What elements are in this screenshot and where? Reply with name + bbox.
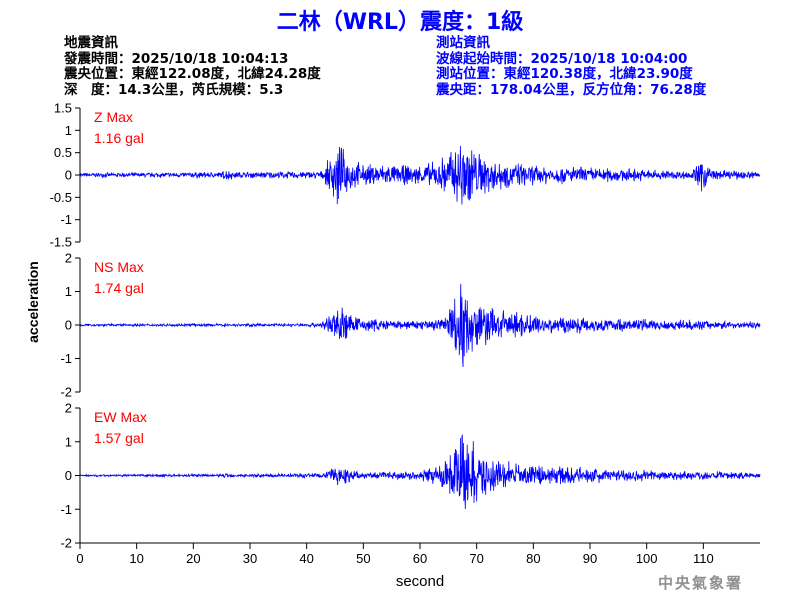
- x-tick-label: 110: [693, 551, 714, 566]
- y-tick-label-ew: 2: [65, 401, 72, 416]
- x-tick-label: 40: [299, 551, 313, 566]
- y-tick-label-ew: -2: [60, 536, 72, 551]
- station-location: 測站位置：東經120.38度，北緯23.90度: [436, 66, 693, 82]
- y-tick-label-z: 1.5: [54, 101, 72, 116]
- y-tick-label-z: 1: [65, 123, 72, 138]
- x-tick-label: 10: [129, 551, 143, 566]
- x-tick-label: 60: [413, 551, 427, 566]
- y-tick-label-z: -1: [60, 212, 72, 227]
- x-tick-label: 30: [243, 551, 257, 566]
- station-info-heading: 測站資訊: [436, 35, 490, 51]
- peak-value-ns: 1.74 gal: [94, 280, 144, 296]
- depth-magnitude: 深 度：14.3公里，芮氏規模：5.3: [64, 81, 284, 98]
- y-tick-label-ew: 1: [65, 434, 72, 449]
- waveform-ns: [79, 283, 761, 367]
- component-label-ew: EW Max: [94, 409, 147, 425]
- x-tick-label: 70: [469, 551, 483, 566]
- earthquake-info-heading: 地震資訊: [64, 35, 118, 51]
- y-tick-label-z: -1.5: [50, 235, 72, 250]
- y-tick-label-ew: -1: [60, 502, 72, 517]
- waveform-start: 波線起始時間：2025/10/18 10:04:00: [436, 50, 688, 67]
- epicenter: 震央位置：東經122.08度，北緯24.28度: [64, 66, 321, 82]
- x-tick-label: 80: [526, 551, 540, 566]
- x-tick-label: 0: [76, 551, 83, 566]
- earthquake-info: 地震資訊 發震時間：2025/10/18 10:04:13 震央位置：東經122…: [64, 35, 321, 98]
- component-label-z: Z Max: [94, 109, 133, 125]
- peak-value-z: 1.16 gal: [94, 130, 144, 146]
- chart-title: 二林（WRL）震度：1級: [276, 10, 524, 35]
- distance-azimuth: 震央距：178.04公里，反方位角：76.28度: [436, 81, 707, 98]
- y-tick-label-z: 0: [65, 168, 72, 183]
- y-tick-label-ns: 0: [65, 318, 72, 333]
- peak-value-ew: 1.57 gal: [94, 430, 144, 446]
- y-tick-label-z: -0.5: [50, 190, 72, 205]
- y-tick-label-ns: -1: [60, 351, 72, 366]
- x-tick-label: 100: [636, 551, 658, 566]
- y-axis-label: acceleration: [25, 261, 41, 343]
- y-tick-label-z: 0.5: [54, 145, 72, 160]
- station-info: 測站資訊 波線起始時間：2025/10/18 10:04:00 測站位置：東經1…: [436, 35, 707, 98]
- waveform-z: [79, 145, 761, 205]
- waveform-ew: [79, 434, 761, 510]
- x-axis-label: second: [396, 573, 444, 590]
- y-tick-label-ns: -2: [60, 385, 72, 400]
- y-tick-label-ns: 1: [65, 284, 72, 299]
- y-tick-label-ns: 2: [65, 251, 72, 266]
- origin-time: 發震時間：2025/10/18 10:04:13: [64, 50, 289, 67]
- x-tick-label: 90: [583, 551, 597, 566]
- component-label-ns: NS Max: [94, 259, 144, 275]
- y-tick-label-ew: 0: [65, 468, 72, 483]
- agency-logo-text: 中央氣象署: [658, 574, 744, 592]
- x-tick-label: 50: [356, 551, 370, 566]
- x-tick-label: 20: [186, 551, 200, 566]
